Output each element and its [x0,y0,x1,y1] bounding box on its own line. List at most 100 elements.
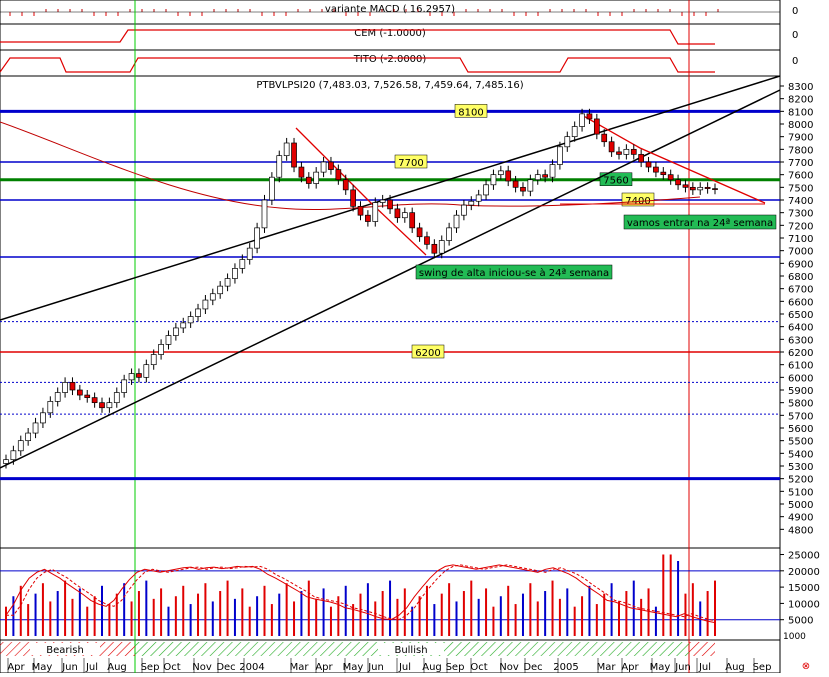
x-tick-label: Aug [107,662,127,673]
candle-body [365,214,371,222]
y-tick-label: 7700 [788,158,813,169]
candle-body [675,179,681,186]
candle-body [682,184,689,188]
candle-body [483,184,489,196]
x-tick-label: Apr [621,662,639,673]
candle-body [3,459,9,464]
candle-body [638,154,644,163]
y-tick-label: 6200 [788,348,813,359]
candle-body [276,155,283,178]
x-tick-label: Jun [674,662,691,673]
level-label: 7560 [603,176,628,187]
candle-body [453,214,460,229]
candle-body [512,180,519,188]
candle-body [697,186,704,191]
x-tick-label: Apr [7,662,25,673]
y-tick-label: 5800 [788,399,813,410]
candle-body [143,364,150,378]
level-label-box [394,154,428,169]
candle-body [158,344,164,355]
candle-body [328,161,334,170]
candle-body [446,227,452,241]
x-tick-label: Aug [725,662,745,673]
volume-tick-label: 20000 [788,567,820,578]
macd-scale-label: 0 [792,6,798,17]
x-tick-label: Dec [216,662,235,673]
candle-body [416,227,423,238]
candle-body [47,401,54,414]
candle-body [357,205,364,216]
candle-body [424,236,430,245]
candle-body [17,440,24,452]
x-tick-label: Nov [192,662,212,673]
candle-body [645,161,652,168]
moving-average-line [0,121,701,210]
candle-body [505,170,512,182]
candle-body [660,171,667,176]
x-tick-label: May [32,662,53,673]
regime-label-bearish: Bearish [46,645,84,656]
candle-body [350,189,356,207]
y-tick-label: 4900 [788,513,813,524]
level-label: 6200 [415,348,440,359]
panel-frame [0,75,781,549]
level-label-box [621,192,655,207]
y-tick-label: 6600 [788,297,813,308]
chart-title: PTBVLPSI20 (7,483.03, 7,526.58, 7,459.64… [256,80,523,91]
candle-body [232,268,238,279]
candle-body [106,402,113,409]
candle-body [394,208,401,219]
y-tick-label: 6000 [788,373,813,384]
candle-body [187,316,194,324]
tito-label: TITO (-2.0000) [353,54,427,65]
candle-body [128,373,135,381]
y-tick-label: 5600 [788,424,813,435]
x-tick-label: 2005 [553,662,578,673]
candle-body [320,161,327,173]
candle-body [571,126,578,138]
annotation-box [623,214,777,230]
x-tick-label: May [650,662,671,673]
y-tick-label: 5000 [788,500,813,511]
level-label-box [411,344,445,359]
annotation-box [415,264,613,280]
candle-body [283,142,290,157]
candle-body [564,136,571,148]
annotation-text: swing de alta iniciou-se à 24ª semana [419,267,609,279]
candle-body [305,176,312,184]
x-tick-label: Sep [753,662,772,673]
volume-tick-label: 10000 [788,599,820,610]
panel-frame [0,23,781,51]
volume-panel: 25000 20000 15000 10000 5000 1000 [0,551,820,642]
candle-body [77,389,83,396]
y-tick-label: 5700 [788,411,813,422]
y-tick-label: 6500 [788,310,813,321]
candle-body [549,164,556,178]
candle-body [623,148,630,155]
regime-label-bg [378,643,444,655]
x-tick-label: 2004 [239,662,264,673]
x-tick-label: Mar [290,662,310,673]
candle-body [608,141,615,153]
stochastic-k-line [5,564,716,624]
stochastic-d-line [6,564,716,622]
y-tick-label: 5900 [788,386,813,397]
level-label-box [599,172,633,186]
candle-body [10,450,17,461]
candle-body [91,397,98,404]
candle-body [69,382,76,391]
candle-body [269,176,275,201]
candle-body [387,199,393,210]
cem-label: CEM (-1.0000) [354,28,426,39]
candle-body [165,335,172,345]
x-tick-label: Jul [398,662,411,673]
candle-body [704,186,711,189]
y-tick-label: 7100 [788,234,813,245]
candle-body [246,247,253,260]
candle-body [542,174,548,178]
candle-body [40,412,46,424]
volume-tick-label: 15000 [788,583,820,594]
candle-body [342,179,349,191]
